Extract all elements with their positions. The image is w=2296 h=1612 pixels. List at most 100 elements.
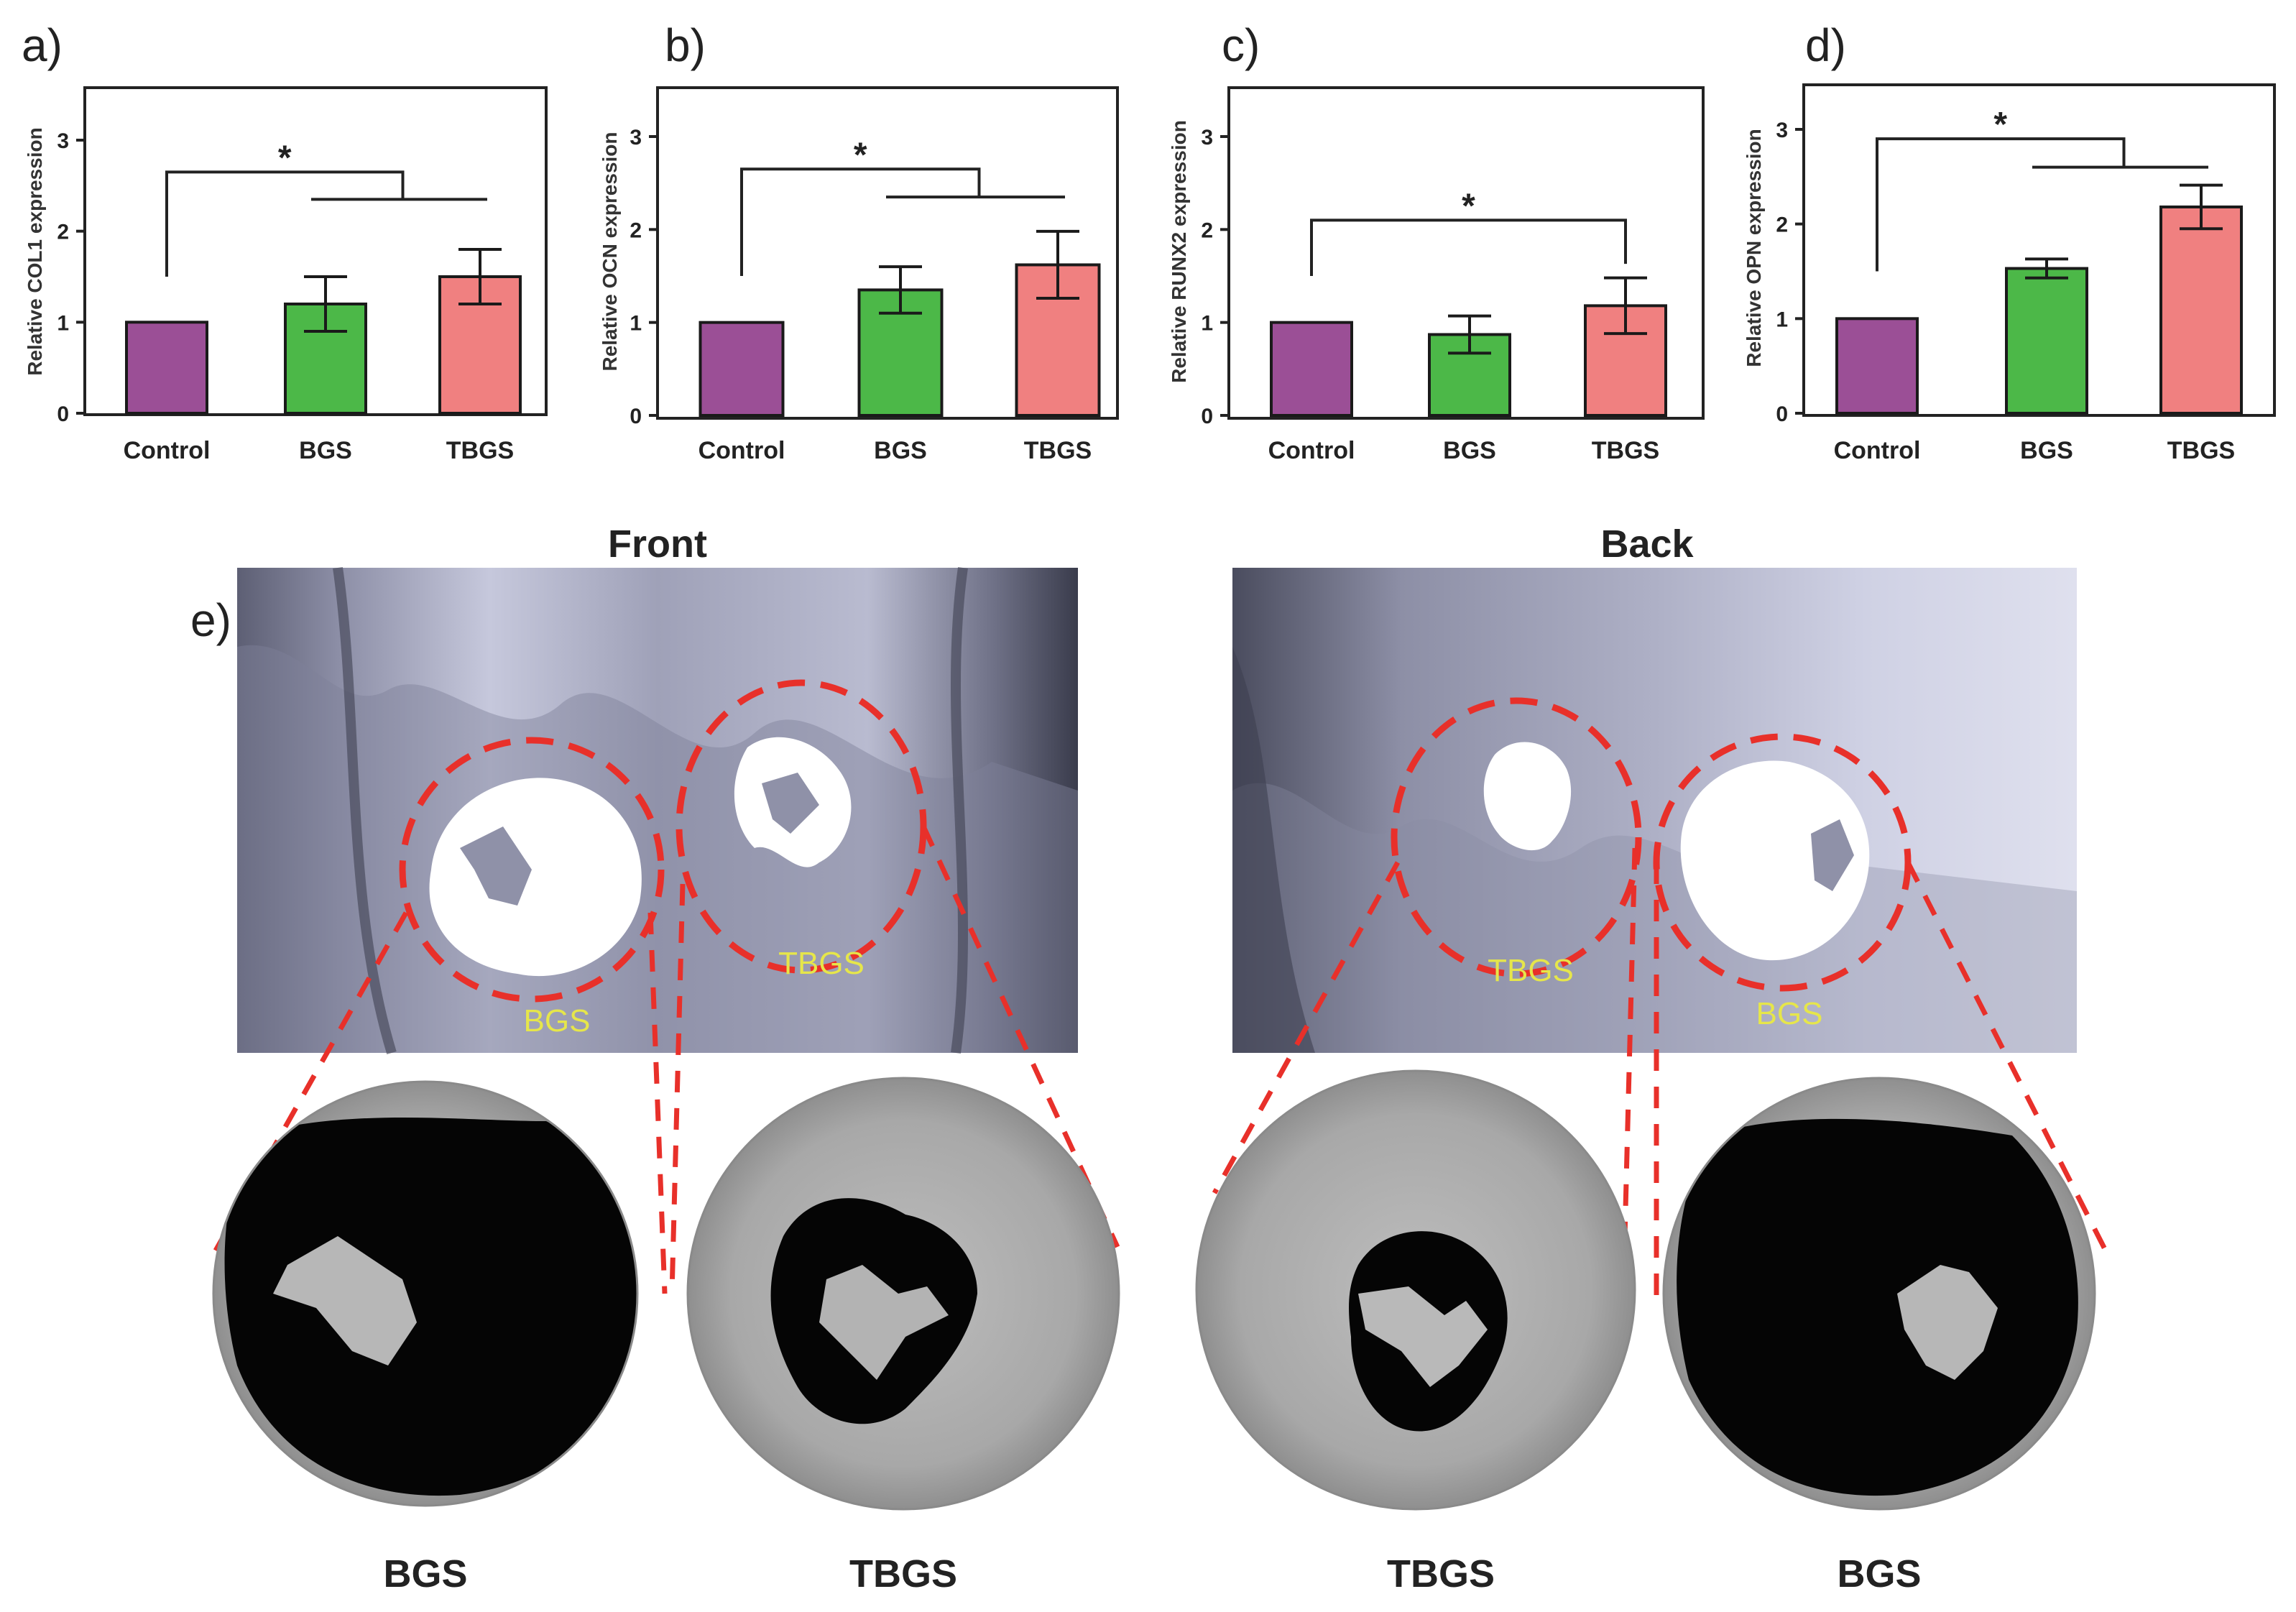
connector-front-tbgs-left <box>669 883 686 1294</box>
chart-c-bar-control <box>1270 321 1353 417</box>
ct-2-fragment <box>819 1265 949 1380</box>
back-tbgs-circle <box>1391 697 1642 977</box>
chart-c-ytick-label-1: 1 <box>1201 312 1213 336</box>
chart-d-bar-bgs <box>2005 267 2088 415</box>
chart-c-sig-star: * <box>1462 187 1475 225</box>
chart-d-ylabel: Relative OPN expression <box>1743 129 1765 367</box>
chart-b-xtick-bgs: BGS <box>874 437 927 464</box>
chart-d-bar-control <box>1835 317 1919 415</box>
chart-c-xtick-bgs: BGS <box>1443 437 1496 464</box>
chart-d-sig-bracket-main <box>1876 137 2126 272</box>
front-bone-ridge <box>333 567 968 1055</box>
ct-circle-4-rim <box>1662 1077 2096 1511</box>
chart-d-xtick-bgs: BGS <box>2020 437 2073 464</box>
ct-zoom-tbgs-front <box>686 1077 1120 1511</box>
back-tbgs-label: TBGS <box>1488 953 1574 988</box>
ct-4-cavity <box>1677 1118 2078 1496</box>
chart-b-plot: 0 1 2 3 * <box>630 126 1101 428</box>
chart-c-xtick-control: Control <box>1268 437 1355 464</box>
back-bgs-defect <box>1680 760 1870 961</box>
ct-circle-2-rim <box>686 1077 1120 1511</box>
ct-4-fragment <box>1897 1265 1998 1380</box>
chart-d-sig-star: * <box>1993 106 2007 144</box>
bottom-label-bgs-front: BGS <box>383 1552 467 1595</box>
chart-b-ylabel: Relative OCN expression <box>599 132 621 371</box>
panel-c: c) Relative RUNX2 expression 0 1 2 3 * Contr… <box>1168 19 1705 464</box>
bottom-label-tbgs-back: TBGS <box>1387 1552 1495 1595</box>
chart-c-xtick-tbgs: TBGS <box>1592 437 1659 464</box>
chart-b-frame <box>656 86 1119 420</box>
chart-a-xtick-control: Control <box>124 437 211 464</box>
panel-d-letter: d) <box>1805 19 1846 71</box>
chart-c-ytick-label-3: 3 <box>1201 126 1213 149</box>
chart-c-sig-bracket-main <box>1310 218 1627 276</box>
ct-zoom-tbgs-back <box>1195 1069 1636 1511</box>
back-bone-surface <box>1232 568 2077 1053</box>
panel-a-letter: a) <box>22 19 63 71</box>
chart-a-ytick-label-0: 0 <box>57 402 69 426</box>
chart-c-plot: 0 1 2 3 * <box>1201 126 1667 428</box>
chart-d-plot: 0 1 2 3 * <box>1776 106 2243 426</box>
ct-3-fragment <box>1358 1286 1488 1387</box>
bottom-label-bgs-back: BGS <box>1837 1552 1921 1595</box>
chart-a-sig-bracket-main <box>165 170 405 277</box>
connector-front-bgs-left <box>213 911 409 1252</box>
chart-b-ytick-label-2: 2 <box>630 218 642 242</box>
chart-b-xtick-tbgs: TBGS <box>1024 437 1092 464</box>
panel-b-letter: b) <box>665 19 706 71</box>
chart-b-sig-bracket-main <box>740 167 981 276</box>
connector-back-tbgs-left <box>1212 861 1401 1194</box>
front-tbgs-label: TBGS <box>778 946 865 981</box>
chart-c-ytick-label-2: 2 <box>1201 218 1213 242</box>
panel-d: d) Relative OPN expression 0 1 2 3 * Control… <box>1743 19 2276 464</box>
chart-b-bar-control <box>699 321 785 417</box>
ct-zoom-bgs-front <box>212 1080 639 1507</box>
chart-c-ytick-label-0: 0 <box>1201 405 1213 428</box>
chart-b-xtick-control: Control <box>699 437 785 464</box>
chart-d-ytick-label-1: 1 <box>1776 308 1788 331</box>
ct-1-cavity <box>224 1118 637 1496</box>
front-bgs-circle <box>399 737 665 1003</box>
front-tbgs-fragment <box>762 773 819 834</box>
chart-d-ytick-label-2: 2 <box>1776 213 1788 237</box>
chart-a-ytick-label-2: 2 <box>57 221 69 244</box>
panel-b: b) Relative OCN expression 0 1 2 3 * Control… <box>599 19 1119 464</box>
chart-c-ylabel: Relative RUNX2 expression <box>1168 120 1190 383</box>
back-bone-dark-left <box>1232 647 1315 1053</box>
chart-c-frame <box>1227 86 1705 420</box>
front-bgs-defect <box>429 778 642 977</box>
back-bgs-label: BGS <box>1756 996 1823 1031</box>
ct-circle-3-rim <box>1195 1069 1636 1511</box>
back-tbgs-defect <box>1483 742 1572 851</box>
panel-a: a) Relative COL1 expression 0 1 2 3 * Contro… <box>22 19 548 464</box>
chart-d-ytick-label-0: 0 <box>1776 402 1788 426</box>
chart-d-ytick-label-3: 3 <box>1776 119 1788 142</box>
panel-c-letter: c) <box>1222 19 1260 71</box>
chart-a-ylabel: Relative COL1 expression <box>24 127 46 375</box>
front-bgs-label: BGS <box>524 1003 591 1038</box>
chart-d-bar-tbgs <box>2159 205 2243 415</box>
front-title: Front <box>608 522 707 566</box>
bottom-label-tbgs-front: TBGS <box>849 1552 957 1595</box>
chart-a-ytick-label-3: 3 <box>57 129 69 153</box>
chart-a-xtick-bgs: BGS <box>299 437 352 464</box>
connector-back-tbgs-right <box>1621 847 1638 1266</box>
chart-a-sig-star: * <box>278 139 292 177</box>
ct-1-fragment <box>273 1236 417 1365</box>
front-reconstruction: BGS TBGS <box>237 567 1078 1055</box>
chart-a-plot: 0 1 2 3 * <box>57 129 522 426</box>
back-title: Back <box>1600 522 1694 566</box>
chart-a-bar-control <box>125 321 208 415</box>
chart-d-xtick-control: Control <box>1834 437 1921 464</box>
chart-d-frame <box>1802 83 2276 417</box>
chart-b-ytick-label-0: 0 <box>630 405 642 428</box>
chart-b-sig-star: * <box>854 136 867 174</box>
ct-circle-1-rim <box>212 1080 639 1507</box>
chart-a-xtick-tbgs: TBGS <box>446 437 514 464</box>
chart-b-ytick-label-1: 1 <box>630 312 642 336</box>
chart-a-ytick-label-1: 1 <box>57 311 69 335</box>
panel-e-letter: e) <box>190 594 231 646</box>
chart-b-ytick-label-3: 3 <box>630 126 642 149</box>
back-bgs-fragment <box>1811 819 1854 891</box>
